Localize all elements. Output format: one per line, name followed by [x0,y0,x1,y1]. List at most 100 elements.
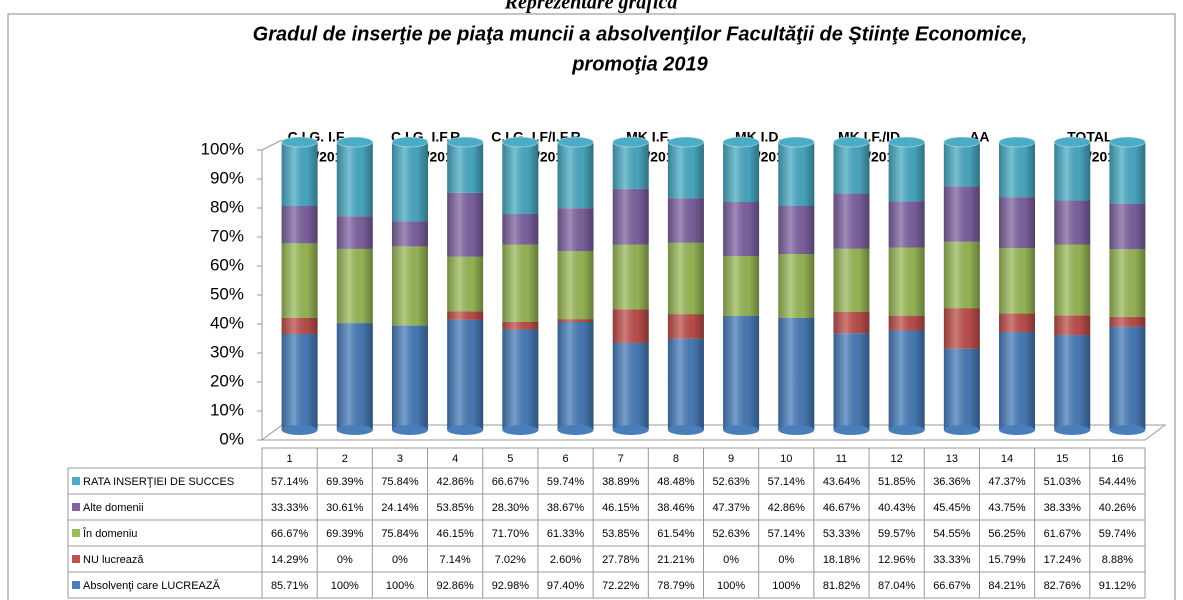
y-tick-label: 60% [210,255,244,274]
x-tick-label: 4 [452,453,458,465]
table-value: 72.22% [602,580,640,592]
chart-subtitle: promoţia 2019 [571,53,708,75]
table-value: 53.33% [823,528,861,540]
y-tick-label: 90% [210,168,244,187]
table-value: 0% [778,554,794,566]
x-tick-label: 2 [342,453,348,465]
cylinder-base [999,425,1036,435]
cylinder-base [1109,425,1146,435]
y-tick-label: 10% [210,400,244,419]
table-value: 53.85% [602,528,640,540]
cylinder-shade [612,142,649,430]
table-value: 0% [337,554,353,566]
y-tick-label: 30% [210,342,244,361]
table-value: 46.15% [602,502,640,514]
cylinder-top [612,136,650,148]
cylinder-shade [833,142,870,430]
x-tick-label: 13 [946,453,958,465]
table-value: 53.85% [437,502,475,514]
cylinder-base [557,425,594,435]
table-value: 0% [723,554,739,566]
cylinder-base [502,425,539,435]
y-tick-label: 20% [210,371,244,390]
table-value: 40.43% [878,502,916,514]
table-value: 97.40% [547,580,585,592]
table-value: 7.02% [495,554,526,566]
cylinder-shade [778,142,815,430]
table-value: 100% [772,580,800,592]
table-value: 47.37% [712,502,750,514]
cylinder-shade [888,142,925,430]
cylinder-base [778,425,815,435]
table-value: 51.03% [1044,476,1082,488]
table-value: 52.63% [712,528,750,540]
x-tick-label: 1 [287,453,293,465]
table-value: 0% [392,554,408,566]
table-value: 59.74% [1099,528,1137,540]
table-value: 100% [717,580,745,592]
table-value: 66.67% [492,476,530,488]
cylinder-shade [447,142,484,430]
cylinder-top [1053,136,1091,148]
table-value: 87.04% [878,580,916,592]
table-value: 17.24% [1044,554,1082,566]
table-value: 92.98% [492,580,530,592]
x-tick-label: 5 [507,453,513,465]
y-tick-label: 70% [210,226,244,245]
cylinder-base [281,425,318,435]
table-value: 2.60% [550,554,581,566]
cylinder-base [667,425,704,435]
legend-swatch [72,477,80,485]
legend-swatch [72,555,80,563]
x-tick-label: 12 [891,453,903,465]
table-value: 38.46% [657,502,695,514]
cylinder-base [447,425,484,435]
cylinder-top [777,136,815,148]
table-value: 61.67% [1044,528,1082,540]
table-value: 52.63% [712,476,750,488]
legend-label: NU lucrează [83,554,144,566]
legend-label: RATA INSERŢIEI DE SUCCES [83,476,234,488]
cylinder-top [336,136,374,148]
table-value: 24.14% [381,502,419,514]
table-value: 42.86% [437,476,475,488]
table-value: 33.33% [933,554,971,566]
cylinder-top [888,136,926,148]
table-value: 47.37% [988,476,1026,488]
table-value: 84.21% [988,580,1026,592]
chart-frame [7,13,1176,600]
cylinder-top [281,136,319,148]
table-value: 45.45% [933,502,971,514]
chart-title: Gradul de inserţie pe piaţa muncii a abs… [253,23,1028,45]
cylinder-base [943,425,980,435]
cylinder-top [998,136,1036,148]
table-value: 33.33% [271,502,309,514]
cylinder-top [722,136,760,148]
table-value: 57.14% [271,476,309,488]
cylinder-base [336,425,373,435]
table-value: 75.84% [381,476,419,488]
table-value: 38.33% [1044,502,1082,514]
table-value: 66.67% [271,528,309,540]
x-tick-label: 11 [836,453,847,465]
table-value: 82.76% [1044,580,1082,592]
table-value: 8.88% [1102,554,1133,566]
cylinder-shade [723,142,760,430]
table-value: 48.48% [657,476,695,488]
cylinder-shade [281,142,318,430]
x-tick-label: 6 [562,453,568,465]
table-value: 36.36% [933,476,971,488]
legend-swatch [72,529,80,537]
cylinder-top [1108,136,1146,148]
cylinder-top [501,136,539,148]
cylinder-base [1054,425,1091,435]
table-value: 12.96% [878,554,916,566]
table-value: 40.26% [1099,502,1137,514]
legend-swatch [72,581,80,589]
wall-edge [261,139,283,151]
y-tick-label: 50% [210,284,244,303]
table-value: 42.86% [768,502,806,514]
y-tick-label: 40% [210,313,244,332]
